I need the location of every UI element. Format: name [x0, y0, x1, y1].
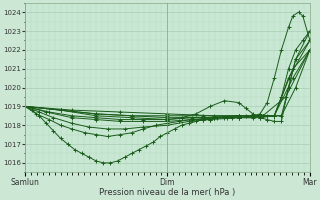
X-axis label: Pression niveau de la mer( hPa ): Pression niveau de la mer( hPa )	[99, 188, 236, 197]
